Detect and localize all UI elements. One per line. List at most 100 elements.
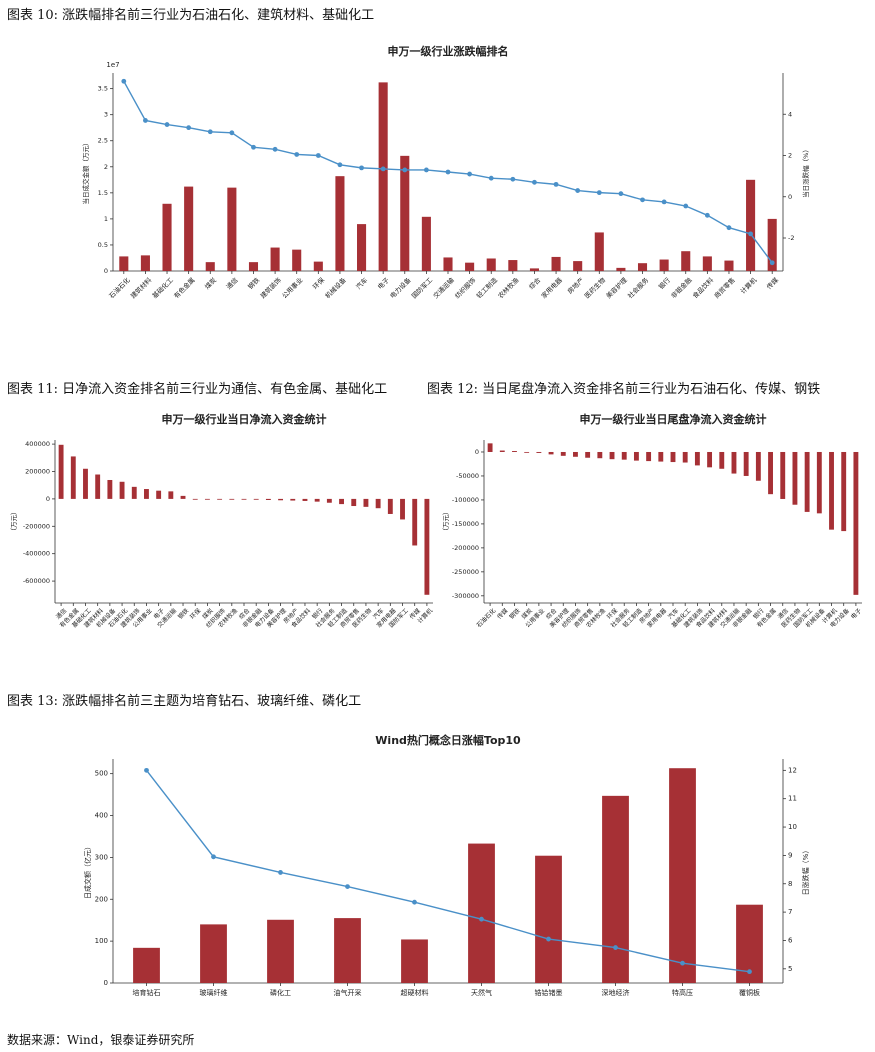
bar [597, 451, 603, 459]
y-tick-label: 0 [46, 495, 50, 503]
line-point [345, 884, 350, 889]
x-tick-label: 煤炭 [203, 275, 219, 291]
x-tick-label: 传媒 [495, 607, 509, 621]
bar [681, 251, 691, 271]
bar [535, 855, 562, 983]
line-point [704, 212, 710, 218]
line-point [229, 130, 235, 136]
y-axis-label-left: 当日成交金额（万元） [81, 140, 90, 205]
line-point [412, 899, 417, 905]
figure-12-caption: 图表 12: 当日尾盘净流入资金排名前三行业为石油石化、传媒、钢铁 [427, 382, 821, 397]
chart-title: 申万一级行业当日尾盘净流入资金统计 [580, 412, 767, 426]
bar [357, 224, 367, 271]
y-axis-label-right: 当日涨跌幅（%） [801, 146, 810, 198]
bar [743, 451, 749, 476]
bar [70, 456, 76, 499]
bar [486, 258, 496, 271]
line-point [143, 118, 148, 123]
y-tick-label: 200000 [25, 468, 50, 476]
x-tick-label: 石油石化 [107, 275, 132, 300]
line-point [683, 203, 689, 209]
bar [144, 489, 149, 499]
y-tick-label-left: 2 [104, 163, 108, 171]
bar [204, 498, 210, 500]
bar [156, 490, 162, 499]
line-point [294, 152, 300, 157]
bar [140, 255, 150, 271]
line-point [272, 146, 278, 152]
bar [702, 256, 712, 271]
bar [487, 443, 493, 452]
bar [351, 498, 357, 507]
bar [768, 451, 773, 495]
figure-13-caption: 图表 13: 涨跌幅排名前三主题为培育钻石、玻璃纤维、磷化工 [7, 694, 362, 709]
x-tick-label: 房地产 [565, 275, 586, 296]
bar [119, 256, 129, 271]
bar [731, 451, 737, 474]
bar [241, 498, 247, 500]
y-tick-label-right: 8 [788, 880, 792, 888]
bar [400, 498, 405, 520]
x-tick-label: 美容护理 [604, 275, 629, 300]
line-point [278, 870, 283, 875]
bar [746, 179, 756, 271]
bar [724, 260, 734, 271]
x-tick-label: 环保 [311, 275, 327, 291]
bar [780, 451, 786, 499]
bar [83, 468, 88, 499]
bar [162, 203, 172, 271]
y-tick-label: -400000 [23, 550, 50, 558]
y-tick-label-left: 2.5 [98, 137, 108, 145]
x-tick-label: 深地经济 [602, 988, 630, 997]
bar [609, 451, 615, 460]
line-point [207, 129, 213, 135]
line-point [769, 260, 775, 266]
x-tick-label: 磷化工 [270, 988, 291, 997]
x-tick-label: 公用事业 [280, 275, 305, 300]
bar [670, 451, 676, 463]
bar [792, 451, 798, 505]
y-tick-label-left: 3 [104, 111, 108, 119]
y-tick-label-right: 2 [788, 152, 792, 160]
y-tick-label-left: 1 [104, 215, 108, 223]
bar [573, 261, 583, 271]
y-tick-label: 0 [475, 448, 479, 456]
bar [131, 486, 137, 499]
x-tick-label: 医药生物 [582, 275, 607, 300]
line-point [510, 176, 516, 182]
bar [184, 186, 194, 271]
y-tick-label-left: 500 [95, 770, 108, 778]
y-tick-label: -200000 [452, 544, 479, 552]
bar [339, 498, 344, 505]
line-point [613, 945, 618, 950]
y-tick-label-right: 11 [788, 795, 797, 803]
y-tick-label: -150000 [452, 520, 479, 528]
x-tick-label: 电子 [375, 275, 391, 291]
y-tick-label-left: 0 [104, 267, 108, 275]
line-point [532, 179, 537, 185]
bar [633, 451, 639, 461]
chart-title: Wind热门概念日涨幅Top10 [375, 733, 521, 747]
x-tick-label: 锆铪锗墨 [535, 988, 563, 997]
y-offset-label: 1e7 [106, 61, 119, 69]
bar [412, 498, 418, 546]
x-tick-label: 电力设备 [388, 275, 413, 300]
bar [594, 232, 604, 271]
bar [363, 498, 369, 507]
y-tick-label-left: 3.5 [98, 85, 108, 93]
bar [443, 257, 453, 271]
y-tick-label-left: 300 [95, 853, 108, 861]
line-point [423, 167, 429, 173]
x-tick-label: 超硬材料 [401, 988, 429, 997]
bar [816, 451, 822, 514]
x-tick-label: 银行 [656, 275, 672, 291]
bar [270, 247, 280, 271]
bar [707, 451, 713, 468]
x-tick-label: 油气开采 [334, 988, 362, 997]
x-tick-label: 商贸零售 [712, 275, 737, 300]
y-tick-label-right: 7 [788, 908, 792, 916]
bar [560, 451, 566, 456]
bar [524, 451, 530, 453]
bar [551, 256, 561, 271]
x-tick-label: 天然气 [471, 988, 492, 997]
